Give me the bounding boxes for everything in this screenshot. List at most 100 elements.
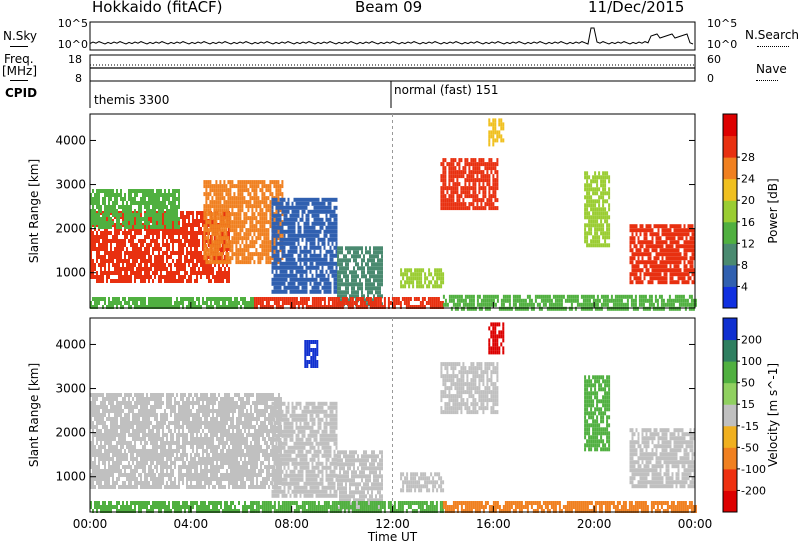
nave-bottom-tick: 0 [707, 72, 714, 85]
cpid-label: CPID [5, 86, 38, 100]
colorbar-frame [722, 317, 738, 513]
y-tick-label: 4000 [55, 133, 86, 147]
y-tick-label: 4000 [55, 337, 86, 351]
data-region [629, 428, 696, 489]
data-region [440, 362, 499, 415]
freq-panel: 18 8 60 0 [68, 53, 721, 85]
noise-top-tick-right: 10^5 [707, 17, 737, 30]
colorbar-segment [723, 490, 737, 513]
colorbar-tick-label: -15 [741, 420, 759, 433]
data-region [90, 501, 254, 513]
data-region [400, 268, 445, 289]
noise-panel: 10^5 10^0 10^5 10^0 [58, 17, 737, 51]
x-axis-label: Time UT [367, 530, 418, 544]
velocity-panel: 1000 2000 3000 4000 00:00 04:00 08:00 12:00 16:0… [27, 317, 780, 544]
y-tick-label: 3000 [55, 178, 86, 192]
colorbar-tick-label: 50 [741, 377, 755, 390]
colorbar-label: Power [dB] [766, 178, 780, 243]
colorbar-tick-label: 4 [741, 280, 748, 293]
colorbar-tick-label: 12 [741, 237, 755, 250]
nsky-legend-line [10, 46, 28, 47]
data-region [253, 297, 444, 309]
x-tick-label: 00:00 [73, 517, 108, 531]
radar-title: Hokkaido (fitACF) [92, 0, 223, 16]
data-region [253, 501, 444, 513]
nsearch-label: N.Search [745, 28, 800, 42]
y-tick-label: 2000 [55, 426, 86, 440]
nave-label: Nave [756, 62, 787, 76]
colorbar-segment [723, 264, 737, 287]
colorbar-segment [723, 425, 737, 448]
data-region [442, 294, 697, 311]
data-region [442, 501, 697, 513]
data-region [629, 224, 696, 285]
cpid-row: themis 3300 normal (fast) 151 [89, 81, 498, 108]
cpid-mode-2: normal (fast) 151 [394, 83, 498, 97]
colorbar-segment [723, 404, 737, 427]
colorbar-label: Velocity [m s^-1] [766, 363, 780, 467]
colorbar-segment [723, 221, 737, 244]
x-tick-label: 16:00 [476, 517, 511, 531]
colorbar-tick-label: 15 [741, 398, 755, 411]
colorbar-segment [723, 157, 737, 180]
colorbar-segment [723, 200, 737, 223]
noise-sky-trace [89, 27, 694, 45]
date-label: 11/Dec/2015 [588, 0, 685, 16]
data-region [440, 158, 499, 211]
colorbar-segment [723, 114, 737, 137]
data-region [584, 375, 611, 452]
data-region [203, 180, 284, 265]
y-tick-label: 1000 [55, 470, 86, 484]
x-tick-label: 00:00 [678, 517, 713, 531]
freq-legend-line [10, 80, 28, 81]
data-region [304, 340, 319, 368]
freq-label: Freq. [4, 52, 34, 66]
data-region [488, 118, 505, 147]
y-tick-label: 1000 [55, 266, 86, 280]
colorbar-tick-label: -100 [741, 463, 766, 476]
y-axis-label: Slant Range [km] [27, 363, 41, 467]
y-tick-label: 2000 [55, 222, 86, 236]
power-panel: 1000 2000 3000 4000 Slant Range [km] 4 8 12 16 20… [27, 113, 780, 311]
colorbar-tick-label: 20 [741, 194, 755, 207]
colorbar-segment [723, 382, 737, 405]
colorbar-segment [723, 318, 737, 341]
data-region [271, 197, 338, 294]
noise-bottom-tick-left: 10^0 [58, 38, 88, 51]
colorbar-tick-label: 100 [741, 355, 762, 368]
noise-bottom-tick-right: 10^0 [707, 38, 737, 51]
colorbar-segment [723, 468, 737, 491]
colorbar-tick-label: 24 [741, 173, 755, 186]
x-tick-label: 20:00 [577, 517, 612, 531]
nave-legend-line [756, 80, 778, 81]
noise-panel-frame [89, 21, 696, 51]
freq-top-tick: 18 [68, 53, 82, 66]
colorbar-tick-label: 16 [741, 216, 755, 229]
data-region [400, 472, 445, 493]
x-tick-label: 04:00 [174, 517, 209, 531]
data-region [90, 189, 180, 229]
colorbar-frame [722, 113, 738, 309]
nsky-label: N.Sky [3, 29, 38, 43]
colorbar-segment [723, 135, 737, 158]
data-region [271, 401, 338, 498]
x-tick-label: 08:00 [274, 517, 309, 531]
y-axis-label: Slant Range [km] [27, 159, 41, 263]
mhz-label: [MHz] [2, 64, 38, 78]
x-tick-label: 12:00 [375, 517, 410, 531]
noise-top-tick-left: 10^5 [58, 17, 88, 30]
data-region [584, 171, 611, 248]
colorbar-segment [723, 361, 737, 384]
nsearch-legend-line [757, 46, 789, 47]
colorbar-segment [723, 286, 737, 309]
colorbar-tick-label: 28 [741, 151, 755, 164]
y-tick-label: 3000 [55, 382, 86, 396]
nave-top-tick: 60 [707, 53, 721, 66]
colorbar-segment [723, 339, 737, 362]
colorbar-tick-label: -200 [741, 484, 766, 497]
colorbar-segment [723, 243, 737, 266]
colorbar-tick-label: 200 [741, 334, 762, 347]
beam-label: Beam 09 [355, 0, 423, 16]
data-region [488, 322, 505, 355]
colorbar-tick-label: -50 [741, 441, 759, 454]
